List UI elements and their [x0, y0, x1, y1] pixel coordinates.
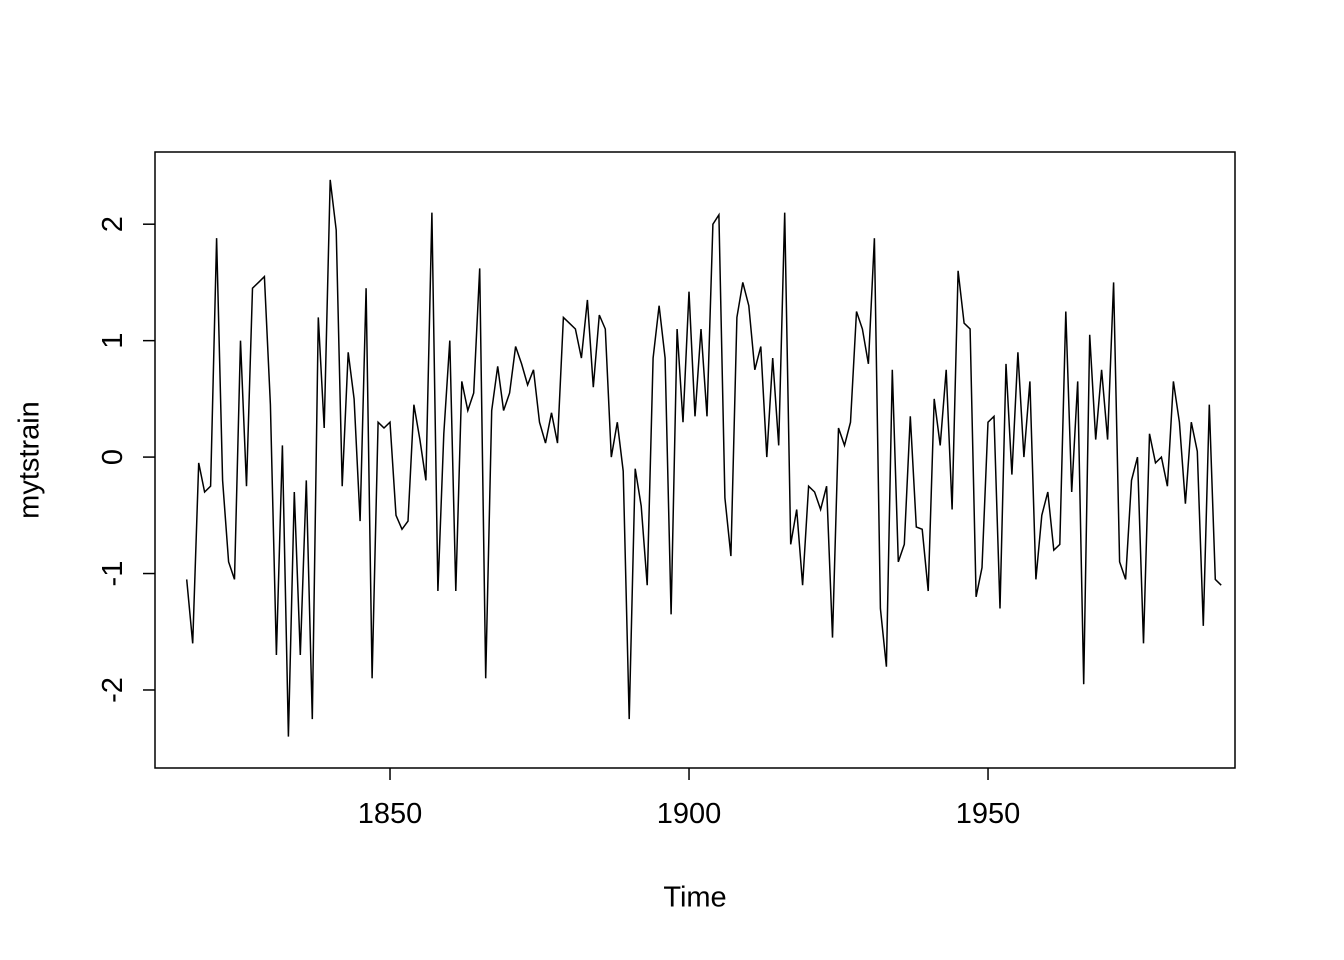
x-axis-label: Time	[663, 881, 727, 914]
x-axis-tick-label: 1900	[657, 798, 722, 830]
y-axis-tick-label: -1	[97, 561, 129, 587]
y-axis-tick-label: 0	[97, 449, 129, 465]
y-axis-tick-label: -2	[97, 677, 129, 703]
y-axis-tick-label: 1	[97, 333, 129, 349]
plot-box	[154, 151, 1236, 769]
x-axis-tick-label: 1950	[956, 798, 1021, 830]
x-axis-tick-label: 1850	[358, 798, 423, 830]
series-line	[185, 179, 1222, 737]
y-axis-label: mytstrain	[13, 401, 46, 519]
y-axis-tick-label: 2	[97, 216, 129, 232]
